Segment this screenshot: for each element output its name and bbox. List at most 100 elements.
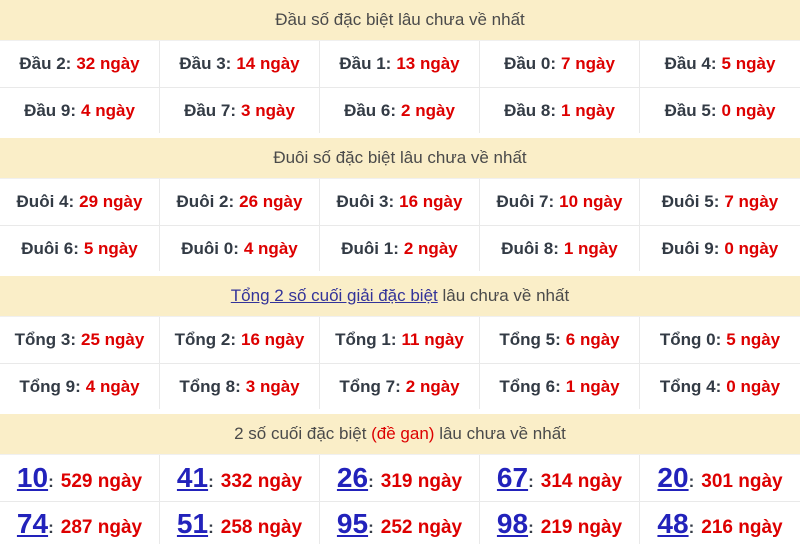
stat-label: Tổng 1: — [335, 330, 397, 349]
stat-row: Đuôi 4: 29 ngày Đuôi 2: 26 ngày Đuôi 3: 16 … — [0, 179, 800, 225]
stat-label: Đuôi 7: — [496, 192, 555, 211]
stat-cell-dau-9: Đầu 9: 4 ngày — [0, 87, 160, 133]
stat-label: Tổng 6: — [499, 376, 561, 396]
gan-cell-26: 26:319 ngày — [320, 455, 480, 501]
gan-cell-20: 20:301 ngày — [640, 455, 800, 501]
stat-cell-dau-5: Đầu 5: 0 ngày — [640, 87, 800, 133]
stat-cell-tong-3: Tổng 3: 25 ngày — [0, 317, 160, 363]
gan-cell-67: 67:314 ngày — [480, 455, 640, 501]
stat-label: Đầu 2: — [19, 54, 72, 73]
gan-separator: : — [528, 471, 534, 491]
stat-cell-tong-7: Tổng 7: 2 ngày — [320, 363, 480, 409]
gan-days: 529 ngày — [60, 470, 143, 492]
gan-days: 332 ngày — [220, 470, 303, 492]
section-tong-title-rest: lâu chưa về nhất — [437, 286, 570, 305]
gan-days: 319 ngày — [380, 470, 463, 492]
gan-number-link[interactable]: 67 — [496, 461, 529, 493]
stat-label: Đầu 0: — [504, 54, 557, 73]
stat-cell-duoi-8: Đuôi 8: 1 ngày — [480, 225, 640, 271]
stat-value: 16 ngày — [399, 192, 463, 211]
section-dau: Đầu số đặc biệt lâu chưa về nhất Đầu 2: 3… — [0, 0, 800, 133]
stat-value: 0 ngày — [721, 100, 776, 120]
stat-label: Tổng 0: — [659, 330, 722, 349]
gan-title-red: (đề gan) — [371, 424, 435, 443]
gan-separator: : — [208, 471, 214, 491]
stat-label: Đầu 9: — [24, 100, 77, 120]
stat-cell-duoi-5: Đuôi 5: 7 ngày — [640, 179, 800, 225]
gan-row: 10:529 ngày 41:332 ngày 26:319 ngày 67:3… — [0, 455, 800, 501]
gan-cell-41: 41:332 ngày — [160, 455, 320, 501]
section-tong-header: Tổng 2 số cuối giải đặc biệt lâu chưa về… — [0, 276, 800, 316]
stat-cell-dau-0: Đầu 0: 7 ngày — [480, 41, 640, 87]
stat-value: 7 ngày — [561, 54, 615, 73]
stat-label: Đầu 4: — [664, 54, 717, 73]
gan-number-link[interactable]: 41 — [176, 461, 209, 493]
tong-title-link[interactable]: Tổng 2 số cuối giải đặc biệt — [230, 286, 438, 305]
gan-separator: : — [688, 518, 695, 538]
stat-label: Đầu 8: — [504, 100, 557, 120]
stat-cell-tong-2: Tổng 2: 16 ngày — [160, 317, 320, 363]
stat-cell-dau-3: Đầu 3: 14 ngày — [160, 41, 320, 87]
stat-row: Tổng 3: 25 ngày Tổng 2: 16 ngày Tổng 1: 11 … — [0, 317, 800, 363]
gan-number-link[interactable]: 95 — [336, 508, 369, 540]
stat-label: Đầu 6: — [344, 100, 397, 120]
stat-value: 16 ngày — [241, 330, 305, 349]
stat-cell-tong-5: Tổng 5: 6 ngày — [480, 317, 640, 363]
stat-value: 2 ngày — [403, 238, 458, 258]
section-duoi-rows: Đuôi 4: 29 ngày Đuôi 2: 26 ngày Đuôi 3: 16 … — [0, 178, 800, 271]
gan-days: 301 ngày — [701, 470, 783, 492]
stat-value: 26 ngày — [239, 192, 303, 211]
gan-number-link[interactable]: 20 — [657, 461, 689, 493]
gan-days: 219 ngày — [540, 517, 623, 539]
stat-row: Tổng 9: 4 ngày Tổng 8: 3 ngày Tổng 7: 2 ngà… — [0, 363, 800, 409]
stat-cell-dau-7: Đầu 7: 3 ngày — [160, 87, 320, 133]
gan-row: 74:287 ngày 51:258 ngày 95:252 ngày 98:2… — [0, 501, 800, 544]
section-dau-title: Đầu số đặc biệt lâu chưa về nhất — [275, 10, 525, 29]
stat-value: 14 ngày — [236, 54, 300, 73]
stat-cell-duoi-3: Đuôi 3: 16 ngày — [320, 179, 480, 225]
gan-number-link[interactable]: 98 — [496, 508, 529, 540]
gan-number-link[interactable]: 48 — [657, 508, 689, 540]
gan-number-link[interactable]: 51 — [176, 508, 209, 540]
section-gan: 2 số cuối đặc biệt (đề gan) lâu chưa về … — [0, 414, 800, 544]
gan-cell-48: 48:216 ngày — [640, 501, 800, 544]
stat-label: Tổng 2: — [174, 330, 237, 349]
gan-cell-10: 10:529 ngày — [0, 455, 160, 501]
stat-value: 6 ngày — [565, 330, 620, 349]
stat-label: Tổng 9: — [19, 376, 81, 396]
stat-value: 11 ngày — [401, 330, 464, 349]
stat-row: Đầu 2: 32 ngày Đầu 3: 14 ngày Đầu 1: 13 ngà… — [0, 41, 800, 87]
stat-cell-dau-6: Đầu 6: 2 ngày — [320, 87, 480, 133]
stat-label: Đuôi 3: — [336, 192, 395, 211]
stat-cell-duoi-2: Đuôi 2: 26 ngày — [160, 179, 320, 225]
stat-value: 5 ngày — [726, 330, 781, 349]
gan-cell-51: 51:258 ngày — [160, 501, 320, 544]
gan-number-link[interactable]: 26 — [336, 461, 369, 493]
stat-row: Đuôi 6: 5 ngày Đuôi 0: 4 ngày Đuôi 1: 2 ngà… — [0, 225, 800, 271]
stat-value: 25 ngày — [81, 330, 145, 349]
gan-days: 287 ngày — [60, 517, 143, 539]
stat-value: 1 ngày — [565, 376, 620, 396]
stat-cell-duoi-6: Đuôi 6: 5 ngày — [0, 225, 160, 271]
stat-value: 2 ngày — [401, 100, 455, 120]
gan-number-link[interactable]: 74 — [16, 508, 49, 540]
stat-cell-tong-8: Tổng 8: 3 ngày — [160, 363, 320, 409]
stat-cell-tong-1: Tổng 1: 11 ngày — [320, 317, 480, 363]
stat-label: Đuôi 2: — [176, 192, 235, 211]
gan-cell-95: 95:252 ngày — [320, 501, 480, 544]
stat-value: 3 ngày — [245, 376, 300, 396]
stat-cell-tong-6: Tổng 6: 1 ngày — [480, 363, 640, 409]
stat-label: Đuôi 1: — [341, 238, 399, 258]
stat-value: 7 ngày — [724, 192, 779, 211]
section-dau-header: Đầu số đặc biệt lâu chưa về nhất — [0, 0, 800, 40]
stat-cell-tong-0: Tổng 0: 5 ngày — [640, 317, 800, 363]
stat-cell-dau-4: Đầu 4: 5 ngày — [640, 41, 800, 87]
gan-days: 258 ngày — [220, 517, 303, 539]
stat-cell-duoi-0: Đuôi 0: 4 ngày — [160, 225, 320, 271]
gan-number-link[interactable]: 10 — [16, 461, 49, 493]
stat-label: Đầu 5: — [664, 100, 717, 120]
gan-separator: : — [208, 518, 214, 538]
stat-value: 0 ngày — [724, 238, 779, 258]
gan-cell-98: 98:219 ngày — [480, 501, 640, 544]
stat-label: Đuôi 8: — [501, 238, 559, 258]
